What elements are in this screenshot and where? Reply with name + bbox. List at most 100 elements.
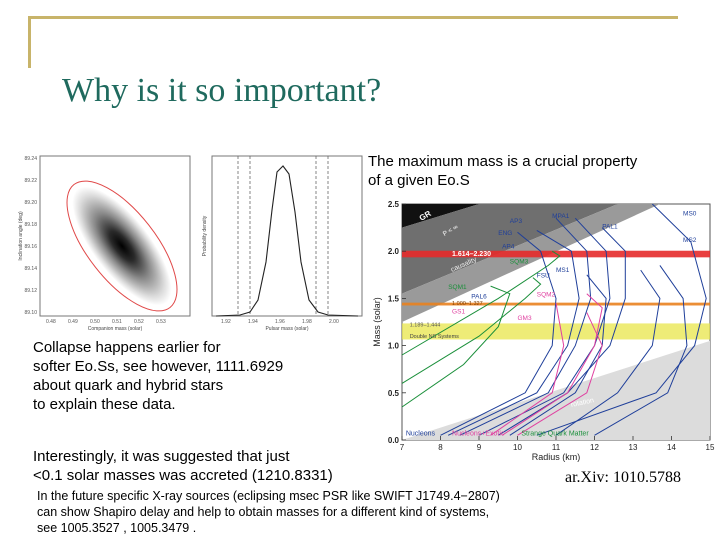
y-tick-label: 0.5 bbox=[388, 389, 400, 398]
eos-label-sqm2: SQM2 bbox=[537, 292, 556, 299]
eos-curve-ap4 bbox=[440, 231, 557, 436]
eos-curves bbox=[401, 203, 707, 436]
eos-label-pal1: PAL1 bbox=[602, 224, 618, 231]
legend-entry: Strange Quark Matter bbox=[521, 430, 589, 437]
eos-label-ap4: AP4 bbox=[502, 243, 515, 250]
future-text: In the future specific X-ray sources (ec… bbox=[37, 488, 500, 536]
future-line: can show Shapiro delay and help to obtai… bbox=[37, 505, 490, 519]
gr-region bbox=[402, 204, 479, 228]
svg-text:0.49: 0.49 bbox=[68, 319, 78, 325]
y-tick-label: 1.5 bbox=[388, 294, 400, 303]
eos-curve-eng bbox=[447, 229, 580, 436]
eos-curve-gs1 bbox=[517, 312, 603, 436]
eos-label-ms0: MS0 bbox=[683, 210, 697, 217]
eos-curve-mpa1 bbox=[478, 217, 611, 436]
eos-curve-ap3 bbox=[459, 217, 592, 436]
svg-text:89.14: 89.14 bbox=[24, 266, 37, 272]
svg-text:89.24: 89.24 bbox=[24, 156, 37, 162]
intro-text: The maximum mass is a crucial property o… bbox=[368, 152, 637, 190]
svg-text:89.18: 89.18 bbox=[24, 222, 37, 228]
x-tick-label: 8 bbox=[438, 443, 443, 452]
svg-text:89.22: 89.22 bbox=[24, 178, 37, 184]
eos-label-eng: ENG bbox=[498, 230, 512, 237]
frame-top-line bbox=[28, 16, 678, 19]
legend-entry: Nucleons bbox=[406, 430, 436, 437]
histogram-limits bbox=[237, 156, 329, 316]
intro-line: The maximum mass is a crucial property bbox=[368, 153, 638, 170]
histogram-curve bbox=[215, 165, 359, 317]
histogram-xlabel: Pulsar mass (solar) bbox=[265, 326, 308, 332]
eos-curve-ms0 bbox=[536, 203, 707, 436]
eos-label-pal6: PAL6 bbox=[471, 293, 487, 300]
histogram-ylabel: Probability density bbox=[202, 215, 208, 256]
accreted-text: Interestingly, it was suggested that jus… bbox=[33, 447, 333, 485]
posterior-ylabel: Inclination angle (deg) bbox=[18, 211, 24, 261]
accreted-line: <0.1 solar masses was accreted (1210.833… bbox=[33, 467, 333, 484]
intro-line: of a given Eo.S bbox=[368, 172, 470, 189]
x-tick-label: 15 bbox=[706, 443, 715, 452]
svg-text:1.98: 1.98 bbox=[302, 319, 312, 325]
mass-band bbox=[402, 323, 710, 340]
svg-text:1.96: 1.96 bbox=[275, 319, 285, 325]
x-tick-label: 14 bbox=[667, 443, 676, 452]
frame-left-line bbox=[28, 16, 31, 68]
eos-curve-sqm2 bbox=[401, 277, 542, 384]
band-label: 1.614–2.230 bbox=[452, 251, 491, 258]
y-tick-label: 2.0 bbox=[388, 247, 400, 256]
posterior-xlabel: Companion mass (solar) bbox=[88, 326, 143, 332]
eos-curve-pal6 bbox=[490, 303, 565, 436]
x-tick-label: 10 bbox=[513, 443, 522, 452]
legend-entry: Nucleons+Exotic bbox=[452, 430, 505, 437]
y-tick-label: 1.0 bbox=[388, 342, 400, 351]
svg-text:89.10: 89.10 bbox=[24, 310, 37, 316]
eos-label-gm3: GM3 bbox=[518, 315, 532, 322]
svg-text:89.12: 89.12 bbox=[24, 288, 37, 294]
eos-curve-ms2 bbox=[594, 265, 688, 436]
svg-text:89.16: 89.16 bbox=[24, 244, 37, 250]
eos-label-ap3: AP3 bbox=[510, 218, 523, 225]
eos-label-sqm3: SQM3 bbox=[510, 258, 529, 265]
svg-text:2.00: 2.00 bbox=[329, 319, 339, 325]
svg-text:0.52: 0.52 bbox=[134, 319, 144, 325]
svg-text:89.20: 89.20 bbox=[24, 200, 37, 206]
slide-title: Why is it so important? bbox=[62, 72, 382, 109]
chart-xlabel: Radius (km) bbox=[532, 452, 581, 462]
band-label: 1.189–1.444 bbox=[410, 323, 441, 329]
mass-radius-chart: 7 8 9 10 11 12 13 14 15 0.0 0.5 1.0 1.5 2.0 2.5 1.614–… bbox=[372, 200, 715, 462]
posterior-density bbox=[66, 180, 178, 312]
svg-text:0.51: 0.51 bbox=[112, 319, 122, 325]
future-line: see 1005.3527 , 1005.3479 . bbox=[37, 521, 197, 535]
svg-text:0.48: 0.48 bbox=[46, 319, 56, 325]
collapse-line: to explain these data. bbox=[33, 396, 176, 413]
posterior-yticks: 89.24 89.22 89.20 89.18 89.16 89.14 89.1… bbox=[24, 156, 37, 316]
eos-curve-sqm3 bbox=[401, 250, 561, 356]
histogram-panel bbox=[211, 155, 363, 317]
y-tick-label: 2.5 bbox=[388, 200, 400, 209]
accreted-line: Interestingly, it was suggested that jus… bbox=[33, 448, 290, 465]
x-tick-label: 7 bbox=[400, 443, 405, 452]
x-tick-label: 13 bbox=[629, 443, 638, 452]
arxiv-reference: ar.Xiv: 1010.5788 bbox=[565, 469, 681, 486]
svg-text:0.53: 0.53 bbox=[156, 319, 166, 325]
svg-text:0.50: 0.50 bbox=[90, 319, 100, 325]
eos-label-ms2: MS2 bbox=[683, 237, 697, 244]
svg-text:1.92: 1.92 bbox=[221, 319, 231, 325]
eos-curve-ms1 bbox=[555, 269, 661, 436]
pulsar-mass-figure: 89.24 89.22 89.20 89.18 89.16 89.14 89.1… bbox=[18, 155, 363, 332]
axis-ticks: 7 8 9 10 11 12 13 14 15 0.0 0.5 1.0 1.5 2.0 2.5 bbox=[388, 200, 715, 452]
eos-label-gs1: GS1 bbox=[452, 309, 465, 316]
collapse-line: Collapse happens earlier for bbox=[33, 339, 221, 356]
collapse-line: about quark and hybrid stars bbox=[33, 377, 224, 394]
eos-label-ms1: MS1 bbox=[556, 267, 570, 274]
eos-label-mpa1: MPA1 bbox=[552, 213, 570, 220]
band-label: 1.000–1.327 bbox=[452, 301, 483, 307]
collapse-text: Collapse happens earlier for softer Eo.S… bbox=[33, 338, 283, 414]
histogram-xticks: 1.92 1.94 1.96 1.98 2.00 bbox=[221, 319, 339, 325]
y-tick-label: 0.0 bbox=[388, 436, 400, 445]
region-label: rotation bbox=[570, 397, 594, 409]
eos-curve-sqm1 bbox=[401, 285, 511, 408]
collapse-line: softer Eo.Ss, see however, 1111.6929 bbox=[33, 358, 284, 375]
x-tick-label: 11 bbox=[552, 443, 561, 452]
eos-curve-gm3 bbox=[501, 293, 603, 436]
x-tick-label: 9 bbox=[477, 443, 482, 452]
